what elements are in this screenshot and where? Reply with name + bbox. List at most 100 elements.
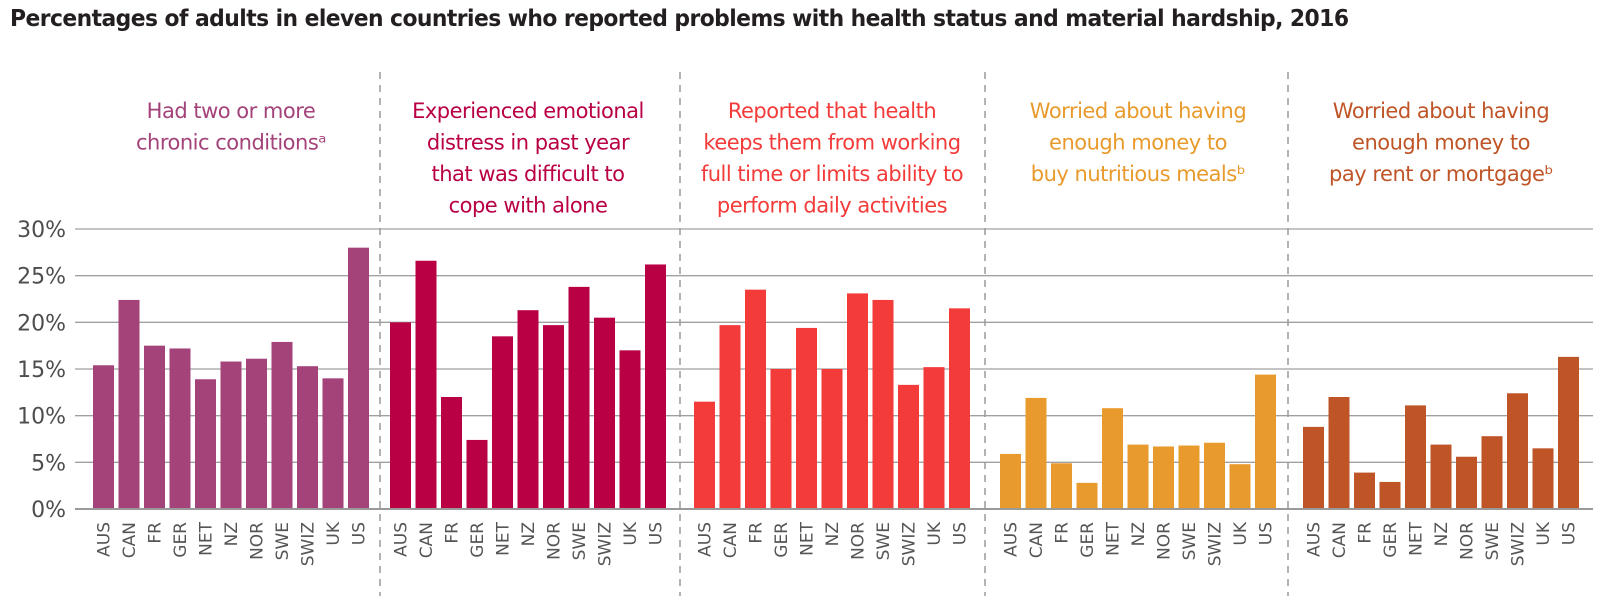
- x-tick-label: FR: [146, 522, 166, 544]
- x-tick-label: SWIZ: [900, 522, 920, 566]
- panel-title-line: that was difficult to: [432, 162, 625, 186]
- x-tick-label: NZ: [222, 522, 242, 546]
- y-axis-ticks: 0% 5% 10% 15% 20% 25% 30%: [17, 218, 66, 523]
- x-tick-label: CAN: [1330, 522, 1350, 558]
- x-tick-label: SWIZ: [1509, 522, 1529, 566]
- panel-title-line: distress in past year: [427, 131, 630, 155]
- panel-title-line: Worried about having: [1030, 99, 1246, 123]
- bar-swe: [1178, 445, 1200, 509]
- bar-nz: [220, 361, 242, 509]
- x-tick-label: AUS: [1002, 522, 1022, 557]
- bar-can: [719, 325, 741, 509]
- x-tick-label: UK: [324, 521, 344, 545]
- x-tick-label: NET: [494, 521, 514, 555]
- x-tick-label: CAN: [120, 522, 140, 558]
- bar-uk: [923, 367, 945, 509]
- panel-title-line: Worried about having: [1333, 99, 1549, 123]
- bar-nor: [246, 358, 267, 509]
- bar-swiz: [1507, 393, 1528, 509]
- bar-uk: [1229, 464, 1251, 509]
- x-tick-label: SWE: [874, 522, 894, 560]
- x-tick-label: GER: [171, 522, 191, 558]
- x-tick-label: UK: [621, 521, 641, 545]
- bar-nor: [1456, 456, 1477, 509]
- bar-us: [1255, 374, 1276, 509]
- panel-2: Experienced emotional distress in past ye…: [390, 99, 667, 566]
- bar-net: [1405, 405, 1426, 509]
- x-tick-label: NOR: [849, 522, 869, 560]
- x-tick-label: SWIZ: [299, 522, 319, 566]
- x-tick-label: NOR: [248, 522, 268, 560]
- x-tick-label: NET: [1407, 521, 1427, 555]
- bar-swiz: [898, 384, 919, 509]
- bar-ger: [770, 369, 792, 509]
- x-tick-label: GER: [1078, 522, 1098, 558]
- y-tick-label: 30%: [17, 218, 66, 243]
- x-tick-label: US: [1257, 522, 1277, 545]
- bar-net: [796, 327, 817, 509]
- panel-title-line: chronic conditionsᵃ: [136, 131, 326, 155]
- x-tick-label: NZ: [1432, 522, 1452, 546]
- x-tick-label: SWE: [1483, 522, 1503, 560]
- bar-aus: [390, 322, 411, 509]
- panel-title-line: Experienced emotional: [412, 99, 644, 123]
- y-tick-label: 20%: [17, 311, 66, 336]
- x-tick-label: FR: [1053, 522, 1073, 544]
- x-tick-label: SWIZ: [596, 522, 616, 566]
- x-tick-label: FR: [747, 522, 767, 544]
- panel-1: Had two or more chronic conditionsᵃ AUS CAN…: [93, 99, 370, 566]
- panel-title-line: keeps them from working: [703, 131, 960, 155]
- x-tick-label: SWE: [570, 522, 590, 560]
- bar-swiz: [297, 366, 318, 509]
- panel-title: Experienced emotional distress in past ye…: [412, 99, 644, 218]
- bar-fr: [144, 345, 165, 509]
- y-tick-label: 0%: [31, 498, 66, 523]
- bar-aus: [93, 365, 114, 509]
- x-tick-label: NZ: [1129, 522, 1149, 546]
- bar-uk: [322, 378, 344, 509]
- x-tick-label: NET: [197, 521, 217, 555]
- panel-title-line: perform daily activities: [717, 194, 947, 218]
- x-tick-label: GER: [1381, 522, 1401, 558]
- bar-aus: [694, 401, 715, 509]
- x-tick-label: US: [951, 522, 971, 545]
- x-tick-label: CAN: [1027, 522, 1047, 558]
- y-tick-label: 5%: [31, 451, 66, 476]
- panel-title: Had two or more chronic conditionsᵃ: [136, 99, 326, 155]
- bar-nz: [1430, 444, 1452, 509]
- x-tick-label: NOR: [545, 522, 565, 560]
- bar-ger: [1379, 481, 1401, 509]
- x-tick-label: UK: [925, 521, 945, 545]
- bar-swe: [271, 341, 293, 509]
- bar-nor: [543, 325, 564, 509]
- bar-uk: [1532, 448, 1554, 509]
- x-tick-label: UK: [1231, 521, 1251, 545]
- panel-title-line: cope with alone: [449, 194, 608, 218]
- bar-swe: [568, 286, 590, 509]
- bar-nz: [821, 369, 843, 509]
- bar-can: [1328, 397, 1350, 509]
- x-tick-label: US: [647, 522, 667, 545]
- bar-us: [645, 264, 666, 509]
- x-tick-label: GER: [468, 522, 488, 558]
- y-tick-label: 10%: [17, 405, 66, 430]
- bar-can: [415, 260, 437, 509]
- bar-us: [348, 247, 369, 509]
- bar-fr: [441, 397, 462, 509]
- bar-can: [118, 299, 140, 509]
- bar-fr: [1354, 472, 1375, 509]
- x-tick-label: NZ: [823, 522, 843, 546]
- y-tick-label: 15%: [17, 358, 66, 383]
- bar-aus: [1000, 453, 1021, 509]
- bar-nz: [1127, 444, 1149, 509]
- bar-swe: [1481, 436, 1503, 509]
- bar-us: [949, 308, 970, 509]
- bar-uk: [619, 350, 641, 509]
- x-tick-label: NET: [1104, 521, 1124, 555]
- bar-swe: [872, 299, 894, 509]
- bar-nz: [517, 310, 539, 509]
- x-tick-label: GER: [772, 522, 792, 558]
- bar-net: [1102, 408, 1123, 509]
